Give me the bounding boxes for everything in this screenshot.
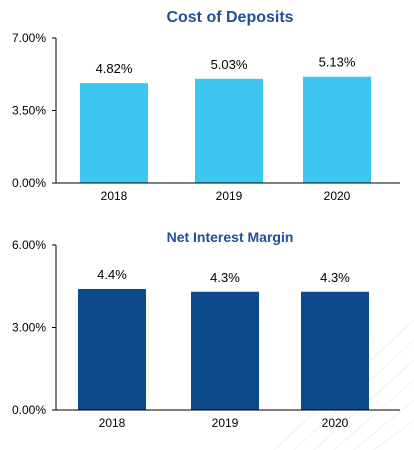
category-label: 2019 bbox=[216, 189, 243, 203]
y-tick-label: 3.50% bbox=[12, 104, 46, 118]
chart-title: Net Interest Margin bbox=[167, 229, 294, 245]
data-label: 5.03% bbox=[211, 57, 248, 72]
category-label: 2018 bbox=[99, 416, 126, 430]
data-label: 4.4% bbox=[97, 267, 127, 282]
bar-2018 bbox=[80, 83, 148, 183]
category-label: 2020 bbox=[322, 416, 349, 430]
bar-2018 bbox=[78, 289, 146, 410]
data-label: 5.13% bbox=[319, 55, 356, 70]
y-tick-label: 7.00% bbox=[12, 31, 46, 45]
cost-of-deposits-chart: Cost of Deposits 0.00% 3.50% 7.00% 4.82% 201… bbox=[12, 9, 400, 203]
bar-2019 bbox=[195, 78, 263, 183]
category-label: 2018 bbox=[101, 189, 128, 203]
y-tick-label: 0.00% bbox=[12, 176, 46, 190]
category-label: 2020 bbox=[324, 189, 351, 203]
data-label: 4.3% bbox=[210, 270, 240, 285]
bar-2019 bbox=[191, 291, 259, 410]
bar-2020 bbox=[301, 291, 369, 410]
y-tick-label: 0.00% bbox=[12, 403, 46, 417]
data-label: 4.3% bbox=[320, 270, 350, 285]
chart-title: Cost of Deposits bbox=[166, 9, 293, 26]
bar-2020 bbox=[303, 76, 371, 183]
net-interest-margin-chart: Net Interest Margin 0.00% 3.00% 6.00% 4.4% 2… bbox=[12, 229, 400, 430]
y-tick-label: 3.00% bbox=[12, 321, 46, 335]
category-label: 2019 bbox=[212, 416, 239, 430]
y-tick-label: 6.00% bbox=[12, 238, 46, 252]
data-label: 4.82% bbox=[96, 61, 133, 76]
